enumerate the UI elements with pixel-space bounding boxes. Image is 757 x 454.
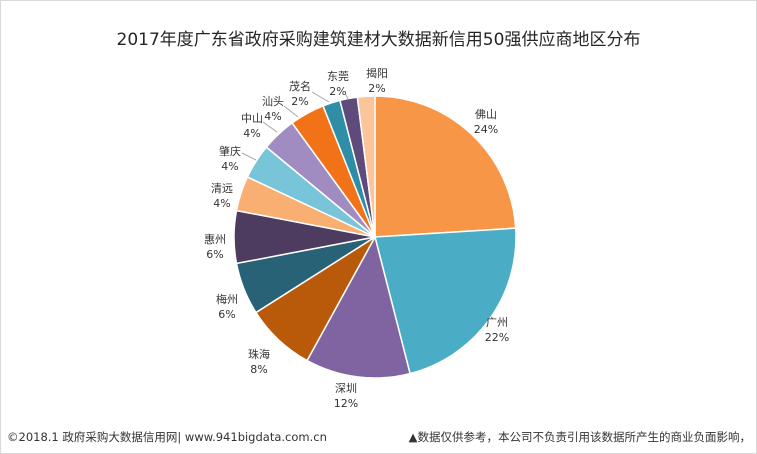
slice-percent-meizhou: 6% <box>218 308 235 321</box>
slice-percent-huizhou: 6% <box>206 248 223 261</box>
slice-percent-zhuhai: 8% <box>250 363 267 376</box>
slice-label-dongguan: 东莞 <box>327 70 349 83</box>
slice-percent-foshan: 24% <box>474 123 498 136</box>
pie-slice-shenzhen <box>306 234 411 379</box>
chart-title: 2017年度广东省政府采购建筑建材大数据新信用50强供应商地区分布 <box>116 30 641 50</box>
leader-line-maoming <box>311 91 330 103</box>
footer-source: ©2018.1 政府采购大数据信用网| www.941bigdata.com.c… <box>7 430 327 444</box>
slice-label-shenzhen: 深圳 <box>335 382 357 395</box>
slice-percent-shenzhen: 12% <box>334 397 358 410</box>
leader-line-shantou <box>283 105 299 118</box>
slice-label-shantou: 汕头 <box>262 95 284 108</box>
slice-percent-qingyuan: 4% <box>213 197 230 210</box>
slice-percent-zhongshan: 4% <box>243 127 260 140</box>
pie-slice-jieyang <box>356 95 376 238</box>
pie-slice-foshan <box>374 95 517 238</box>
slice-label-jieyang: 揭阳 <box>366 66 388 80</box>
slice-percent-zhaoqing: 4% <box>221 160 238 173</box>
slice-percent-dongguan: 2% <box>329 85 346 98</box>
leader-line-dongguan <box>345 94 349 100</box>
leader-line-zhaoqing <box>241 152 257 161</box>
slice-label-maoming: 茂名 <box>289 79 311 93</box>
leader-line-zhongshan <box>262 121 278 133</box>
slice-label-huizhou: 惠州 <box>204 232 226 246</box>
slice-percent-jieyang: 2% <box>368 82 385 95</box>
footer-disclaimer: ▲数据仅供参考，本公司不负责引用该数据所产生的商业负面影响， <box>408 430 751 444</box>
slice-label-foshan: 佛山 <box>475 108 497 121</box>
slice-label-guangzhou: 广州 <box>486 316 508 329</box>
slice-label-zhuhai: 珠海 <box>248 347 270 361</box>
slice-label-zhaoqing: 肇庆 <box>219 144 241 158</box>
slice-label-qingyuan: 清远 <box>211 182 233 195</box>
pie-slices <box>233 95 517 379</box>
slice-label-zhongshan: 中山 <box>241 112 263 125</box>
pie-slice-guangzhou <box>374 227 517 375</box>
data-labels: 佛山24%广州22%深圳12%珠海8%梅州6%惠州6%清远4%肇庆4%中山4%汕… <box>204 66 509 410</box>
slice-percent-maoming: 2% <box>291 95 308 108</box>
leader-lines <box>241 91 349 161</box>
slice-percent-shantou: 4% <box>264 110 281 123</box>
slice-label-meizhou: 梅州 <box>216 292 238 306</box>
slice-percent-guangzhou: 22% <box>485 331 509 344</box>
